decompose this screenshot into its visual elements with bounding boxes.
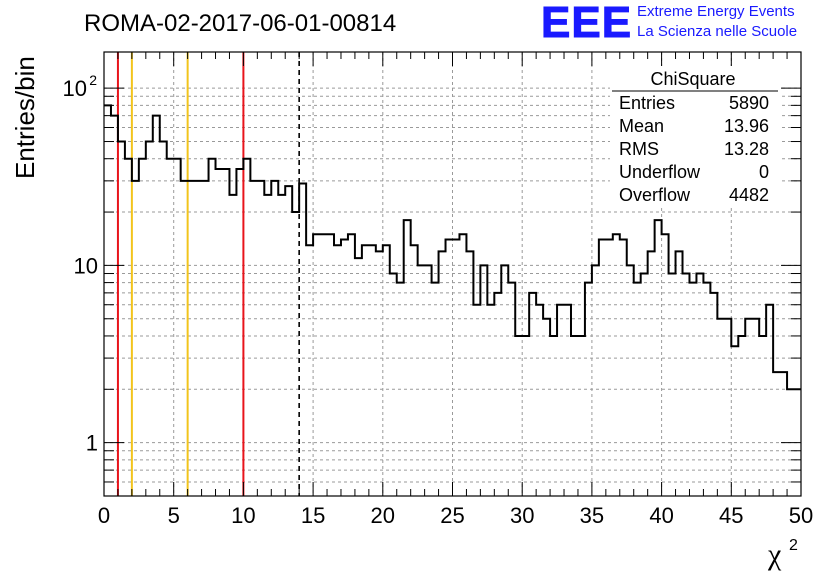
stats-box-background bbox=[610, 66, 780, 208]
x-tick-label: 40 bbox=[649, 503, 673, 528]
y-tick-exponent: 2 bbox=[89, 72, 97, 88]
x-tick-label: 25 bbox=[440, 503, 464, 528]
x-tick-label: 45 bbox=[719, 503, 743, 528]
histogram-series bbox=[104, 104, 801, 391]
x-tick-label: 5 bbox=[168, 503, 180, 528]
x-axis-label-exponent: 2 bbox=[789, 537, 798, 554]
stats-row-label: Entries bbox=[619, 93, 675, 113]
x-tick-label: 0 bbox=[98, 503, 110, 528]
y-ticks bbox=[104, 87, 801, 483]
y-tick-label: 10 bbox=[74, 253, 98, 278]
stats-row-value: 5890 bbox=[729, 93, 769, 113]
x-tick-label: 15 bbox=[301, 503, 325, 528]
x-axis-label: χ bbox=[767, 538, 782, 571]
stats-box-title: ChiSquare bbox=[650, 69, 735, 89]
x-tick-label: 30 bbox=[510, 503, 534, 528]
stats-row-label: RMS bbox=[619, 139, 659, 159]
x-tick-label: 20 bbox=[371, 503, 395, 528]
x-ticks bbox=[103, 52, 802, 496]
stats-box: ChiSquare Entries 5890 Mean 13.96 RMS 13.28 Und… bbox=[610, 66, 780, 208]
x-tick-label: 10 bbox=[231, 503, 255, 528]
stats-row-value: 13.96 bbox=[724, 116, 769, 136]
stats-row-value: 13.28 bbox=[724, 139, 769, 159]
stats-row-label: Mean bbox=[619, 116, 664, 136]
y-tick-label: 1 bbox=[86, 431, 98, 456]
stats-row-label: Underflow bbox=[619, 162, 701, 182]
logo-caption-line2: La Scienza nelle Scuole bbox=[637, 23, 798, 40]
eee-logo: EEE bbox=[540, 0, 633, 48]
x-tick-label: 35 bbox=[580, 503, 604, 528]
logo-caption-line1: Extreme Energy Events bbox=[637, 3, 795, 20]
stats-row-value: 0 bbox=[759, 162, 769, 182]
x-tick-label: 50 bbox=[789, 503, 813, 528]
chart-title: ROMA-02-2017-06-01-00814 bbox=[84, 10, 397, 37]
stats-row-label: Overflow bbox=[619, 185, 691, 205]
stats-row-value: 4482 bbox=[729, 185, 769, 205]
y-tick-label: 10 bbox=[63, 76, 87, 101]
